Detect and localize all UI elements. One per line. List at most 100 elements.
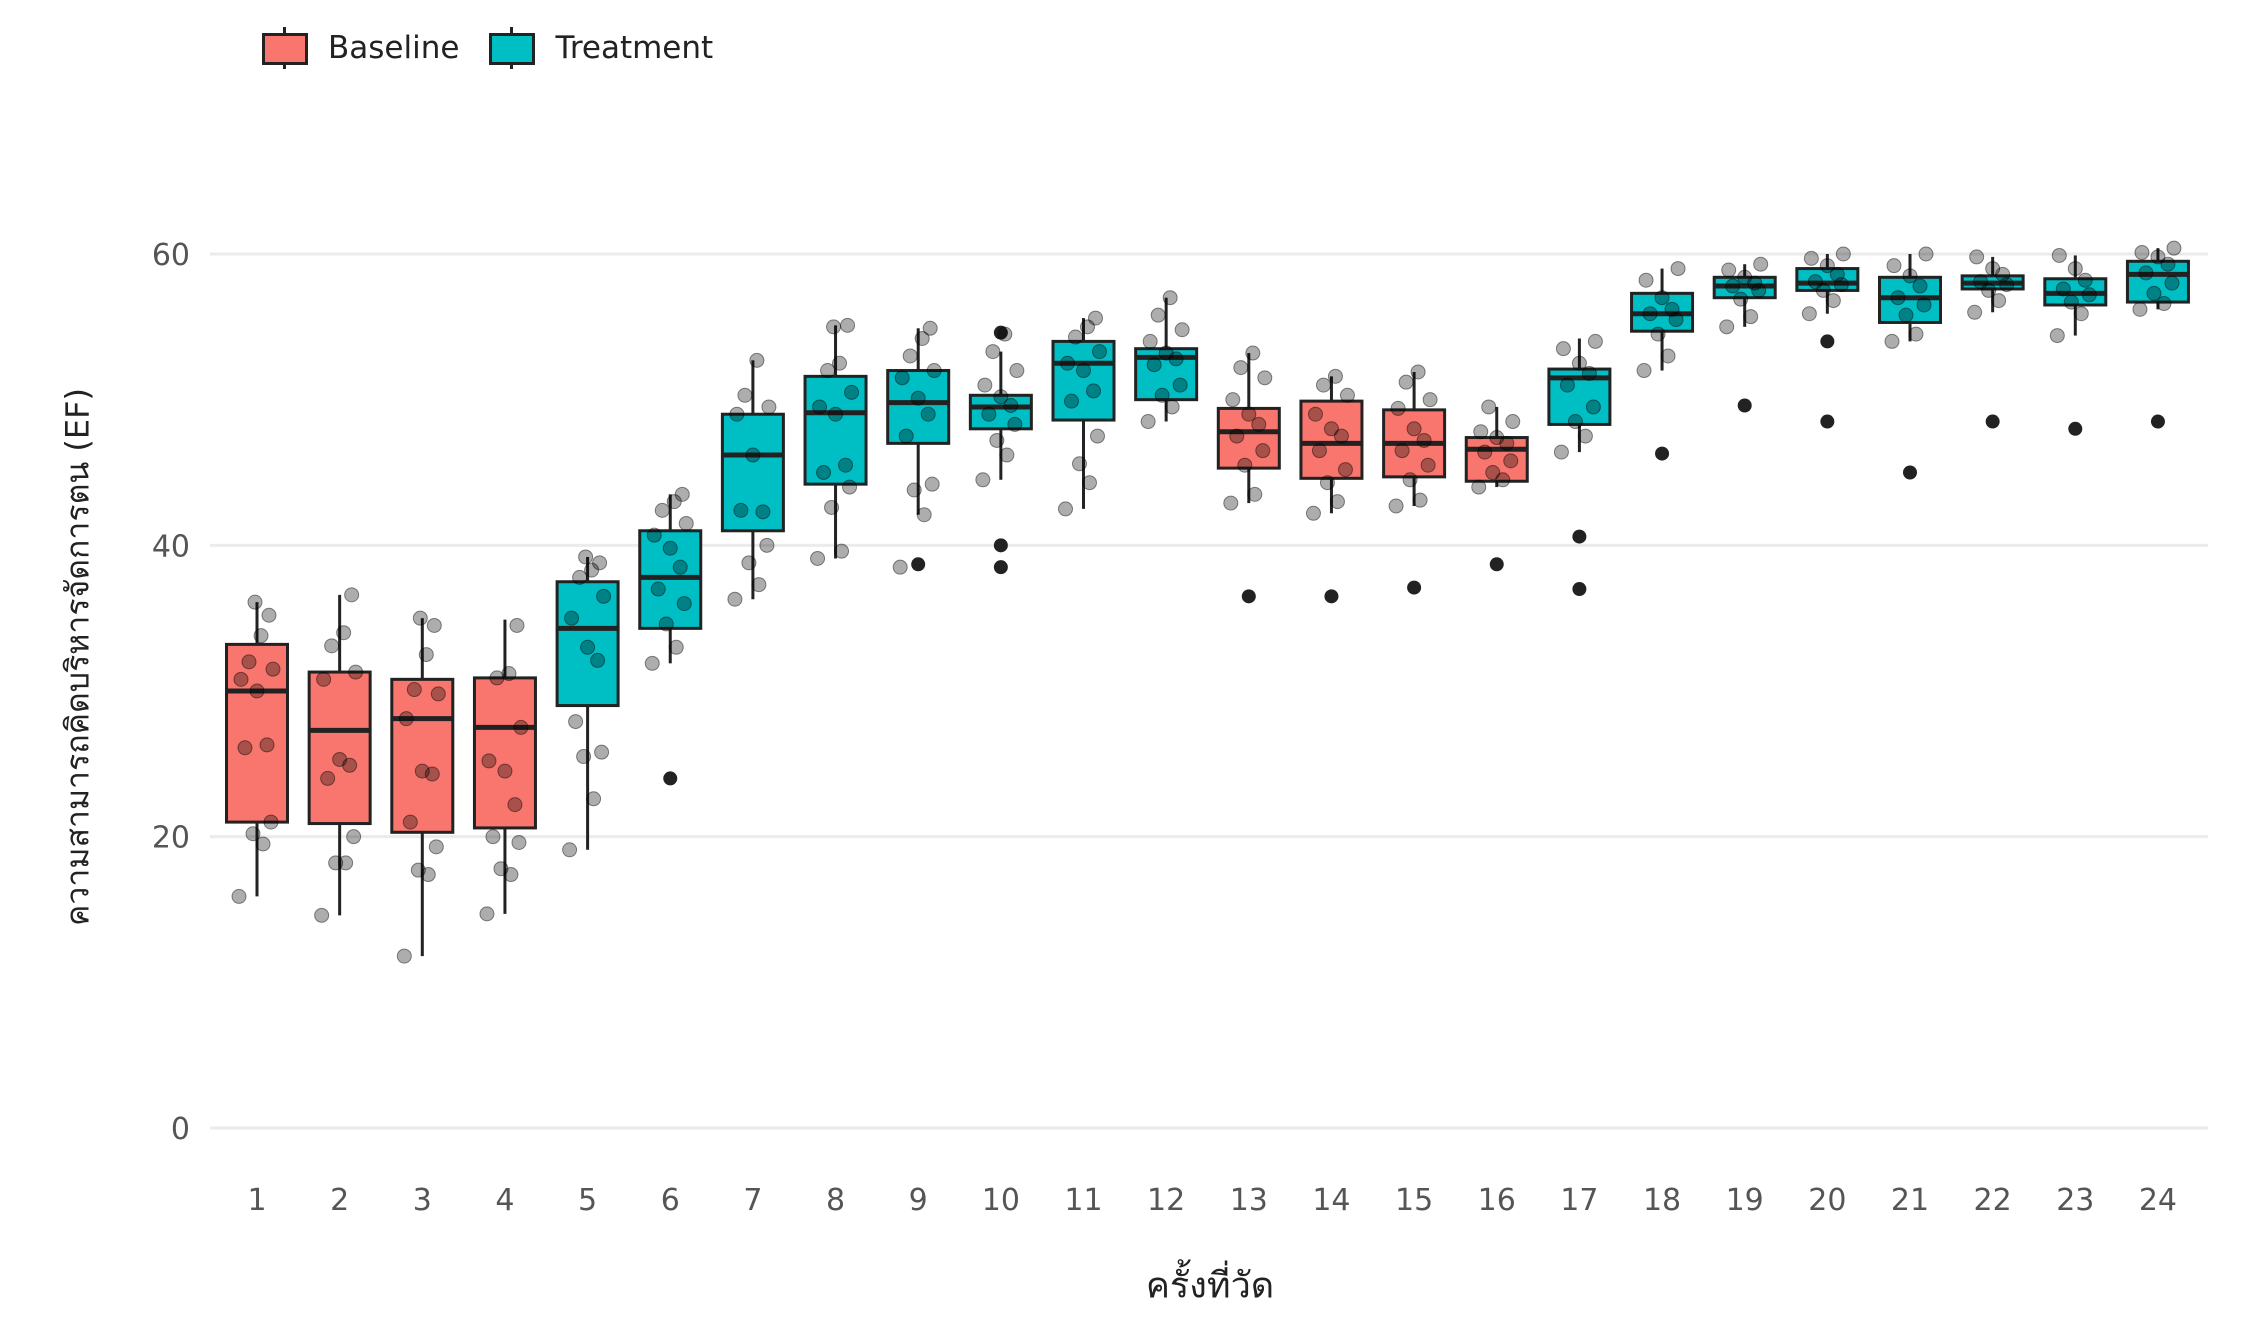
point-23-5 [2077,272,2093,288]
point-17-3 [1585,399,1601,415]
outlier-17-0 [1572,529,1587,544]
point-11-7 [1060,355,1075,371]
point-1-8 [265,661,281,677]
point-12-5 [1168,351,1184,367]
point-21-6 [1902,268,1918,284]
x-axis-ticks: 1 2 3 4 5 6 7 8 9 10 11 12 13 14 15 16 17 18 19 20 21 22 23 24 [247,1183,2177,1218]
point-3-5 [424,766,440,782]
box-group-21 [1878,254,1942,480]
point-5-10 [584,562,600,578]
point-9-6 [910,390,926,406]
point-9-4 [898,428,914,444]
point-4-8 [513,719,529,735]
outlier-22-0 [1985,414,2000,429]
point-19-2 [1733,291,1749,307]
point-15-1 [1412,492,1428,508]
point-3-6 [414,763,430,779]
x-tick-label-12: 12 [1147,1183,1185,1218]
point-24-8 [2166,240,2182,256]
box-7 [720,412,785,533]
point-6-1 [668,639,684,655]
point-18-2 [1650,326,1666,342]
point-23-3 [2081,287,2097,303]
point-12-10 [1162,290,1178,306]
point-11-6 [1076,363,1091,379]
point-12-7 [1142,333,1158,349]
point-6-5 [672,559,688,575]
point-3-0 [396,948,412,964]
point-21-5 [1912,278,1928,294]
point-11-2 [1072,456,1087,472]
point-17-7 [1555,341,1571,357]
point-14-6 [1323,421,1339,437]
outlier-9-0 [911,557,926,572]
boxes [225,248,2190,957]
point-23-0 [2049,328,2065,344]
outlier-23-0 [2068,421,2083,436]
point-13-5 [1251,416,1267,432]
point-18-0 [1636,363,1652,379]
point-23-1 [2073,306,2089,322]
point-17-6 [1571,355,1587,371]
point-8-10 [832,355,848,371]
point-4-7 [481,753,497,769]
point-20-6 [1819,258,1835,274]
point-21-0 [1884,333,1900,349]
point-14-9 [1315,377,1331,393]
point-1-2 [245,826,261,842]
point-19-6 [1737,269,1753,285]
point-10-10 [997,326,1013,342]
point-14-7 [1307,406,1323,422]
jitter-points [231,240,2182,964]
x-tick-label-21: 21 [1891,1183,1929,1218]
box-group-6 [638,494,703,786]
point-2-1 [338,855,354,871]
point-18-7 [1638,272,1654,288]
point-21-7 [1886,258,1902,274]
x-tick-label-14: 14 [1312,1183,1350,1218]
point-11-4 [1064,393,1079,409]
point-10-1 [999,447,1015,463]
point-13-1 [1247,486,1263,502]
point-24-5 [2160,256,2176,272]
point-20-1 [1825,293,1841,309]
point-11-5 [1086,383,1101,399]
point-4-5 [507,797,523,813]
outlier-6-0 [663,771,678,786]
point-1-1 [255,836,271,852]
point-20-2 [1815,282,1831,298]
point-17-5 [1581,365,1597,381]
point-13-2 [1237,457,1253,473]
point-1-0 [231,888,247,904]
outlier-10-2 [993,325,1008,340]
point-7-0 [727,591,743,607]
point-8-1 [834,543,850,559]
point-11-9 [1068,329,1083,345]
point-16-0 [1471,479,1487,495]
point-18-1 [1660,348,1676,364]
point-10-5 [1003,397,1019,413]
box-group-7 [720,360,785,600]
point-7-1 [751,577,767,593]
point-5-1 [586,791,602,807]
box-3 [390,677,455,834]
point-13-4 [1229,428,1245,444]
point-17-2 [1567,414,1583,430]
point-1-10 [253,628,269,644]
point-19-0 [1719,319,1735,335]
point-10-0 [975,472,991,488]
point-4-2 [493,861,509,877]
point-3-4 [402,814,418,830]
box-group-3 [390,618,455,957]
point-11-8 [1092,344,1107,360]
x-tick-label-17: 17 [1560,1183,1598,1218]
point-24-4 [2138,265,2154,281]
point-18-8 [1670,261,1686,277]
point-10-4 [981,406,997,422]
point-9-9 [902,348,918,364]
box-group-4 [472,619,537,914]
box-group-23 [2043,255,2108,436]
point-2-4 [320,770,336,786]
point-2-2 [328,855,344,871]
